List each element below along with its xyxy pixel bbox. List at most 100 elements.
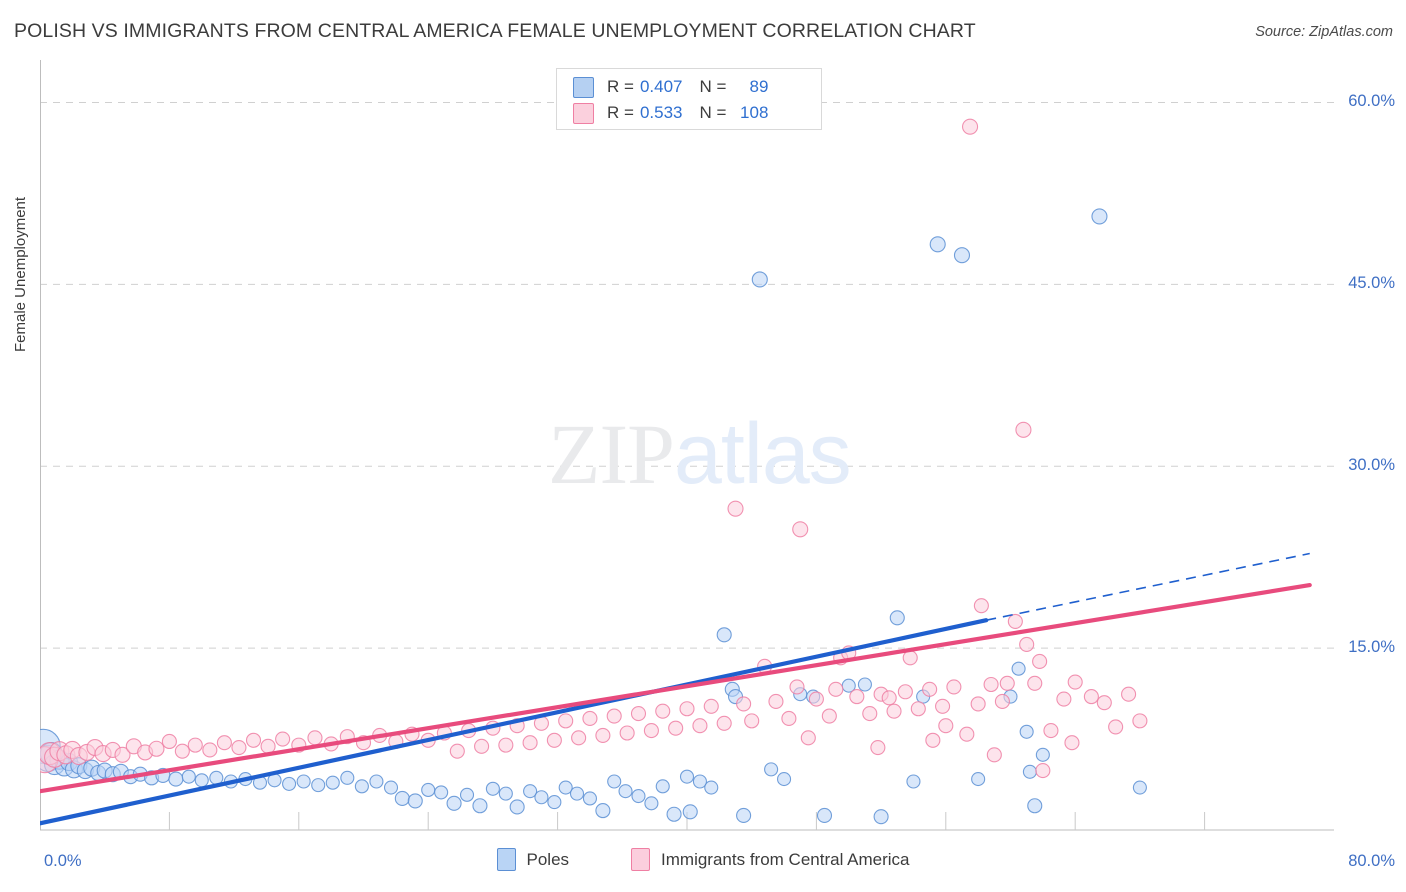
data-point: [582, 791, 598, 806]
data-point: [1091, 208, 1108, 225]
data-point: [161, 733, 177, 750]
data-point: [595, 727, 611, 743]
series-label-poles: Poles: [526, 849, 570, 869]
data-point: [231, 739, 247, 756]
data-point: [789, 679, 805, 695]
data-point: [1132, 780, 1147, 795]
data-point: [910, 701, 926, 717]
data-point: [666, 806, 682, 822]
data-point: [595, 803, 611, 819]
data-point: [606, 708, 622, 724]
data-point: [607, 774, 622, 789]
data-point: [1056, 691, 1072, 707]
data-point: [704, 780, 719, 795]
data-point: [971, 772, 986, 787]
data-point: [1027, 675, 1043, 691]
data-point: [449, 743, 465, 759]
data-point: [776, 772, 792, 787]
series-points-poles: [40, 208, 1147, 825]
data-point: [929, 236, 946, 253]
data-point: [692, 774, 707, 789]
source-attribution: Source: ZipAtlas.com: [1255, 24, 1393, 40]
data-point: [522, 735, 538, 751]
data-point: [849, 689, 865, 705]
data-point: [994, 693, 1010, 710]
data-point: [1007, 613, 1023, 629]
data-point: [873, 809, 889, 825]
series-legend-item-poles[interactable]: Poles: [496, 848, 570, 871]
data-point: [870, 739, 886, 756]
data-point: [764, 762, 779, 777]
y-axis-tick-label: 60.0%: [1348, 92, 1395, 111]
data-point: [953, 247, 971, 264]
data-point: [643, 723, 659, 739]
data-point: [547, 795, 562, 810]
data-point: [558, 713, 574, 729]
data-point: [816, 807, 833, 824]
data-point: [216, 735, 232, 751]
data-point: [1096, 695, 1112, 711]
y-axis-title: Female Unemployment: [12, 196, 29, 352]
data-point: [509, 799, 525, 815]
data-point: [973, 598, 989, 614]
x-axis-min-label: 0.0%: [44, 852, 82, 870]
n-label: N =: [699, 77, 727, 96]
data-point: [970, 696, 986, 712]
page-title: POLISH VS IMMIGRANTS FROM CENTRAL AMERIC…: [14, 20, 976, 42]
data-point: [999, 675, 1015, 691]
data-point: [655, 703, 671, 719]
data-point: [906, 774, 921, 789]
data-point: [808, 691, 824, 707]
y-axis-tick-label: 15.0%: [1348, 638, 1395, 657]
data-point: [340, 770, 355, 785]
data-point: [296, 774, 311, 789]
data-point: [946, 679, 962, 695]
data-point: [1132, 713, 1148, 729]
data-point: [897, 684, 913, 700]
data-point: [383, 780, 399, 795]
data-point: [1032, 653, 1048, 670]
r-value: 0.407: [639, 77, 683, 96]
data-point: [1035, 763, 1051, 779]
data-point: [446, 795, 462, 811]
data-point: [619, 725, 635, 741]
data-point: [935, 698, 951, 714]
data-point: [889, 610, 905, 626]
data-point: [307, 730, 323, 746]
data-point: [1027, 798, 1043, 814]
data-point: [857, 677, 872, 692]
data-point: [630, 706, 647, 722]
data-point: [679, 769, 695, 784]
data-point: [828, 681, 844, 697]
data-point: [800, 730, 816, 746]
data-point: [194, 773, 209, 788]
data-point: [986, 747, 1002, 763]
trendline-projection-poles: [986, 552, 1310, 622]
data-point: [582, 710, 598, 726]
series-points-immigrants: [40, 118, 1148, 779]
data-point: [325, 775, 340, 790]
data-point: [886, 703, 902, 719]
data-point: [369, 774, 384, 789]
series-legend-item-immigrants[interactable]: Immigrants from Central America: [631, 848, 909, 871]
data-point: [1121, 686, 1137, 702]
series-legend: Poles Immigrants from Central America: [0, 848, 1406, 871]
data-point: [498, 786, 513, 801]
data-point: [781, 710, 797, 726]
data-point: [558, 780, 573, 795]
data-point: [434, 785, 449, 800]
n-value: 108: [740, 103, 769, 122]
data-point: [792, 521, 809, 538]
data-point: [902, 650, 918, 666]
data-point: [546, 732, 562, 748]
data-point: [523, 784, 538, 799]
data-point: [534, 790, 549, 805]
data-point: [421, 782, 436, 798]
data-point: [962, 118, 979, 135]
data-point: [114, 746, 131, 763]
data-point: [1019, 636, 1035, 653]
data-point: [168, 771, 184, 787]
r-value: 0.533: [639, 103, 683, 122]
y-axis-tick-label: 30.0%: [1348, 456, 1395, 475]
data-point: [682, 804, 698, 820]
